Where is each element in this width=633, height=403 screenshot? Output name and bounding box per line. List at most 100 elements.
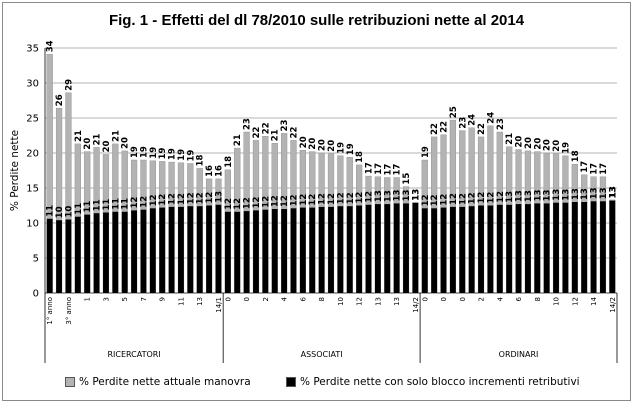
data-label-base: 13	[505, 191, 515, 203]
x-tick-label: 6	[515, 296, 523, 301]
data-label-base: 12	[365, 191, 375, 203]
bar-base	[149, 208, 156, 293]
data-label-base: 13	[561, 189, 571, 201]
y-tick-label: 25	[26, 114, 39, 125]
bar-base	[506, 204, 513, 293]
data-label-total: 22	[289, 126, 299, 138]
bar-base	[403, 203, 409, 293]
data-label-total: 20	[83, 138, 93, 150]
data-label-base: 12	[224, 198, 234, 210]
bar-base	[112, 211, 119, 293]
data-label-total: 21	[111, 130, 121, 142]
data-label-total: 16	[214, 165, 224, 177]
bar-base	[56, 220, 62, 293]
data-label-base: 13	[533, 189, 543, 201]
x-tick-label: 13	[374, 297, 382, 306]
data-label-total: 19	[149, 147, 159, 159]
x-tick-label: 3° anno	[65, 297, 73, 325]
data-label-total: 22	[477, 123, 487, 135]
data-label-total: 19	[561, 142, 571, 154]
data-label-base: 12	[327, 193, 337, 205]
data-label-total: 34	[46, 40, 56, 52]
data-label-base: 13	[571, 188, 581, 200]
data-label-base: 13	[214, 191, 224, 203]
data-label-base: 13	[552, 189, 562, 201]
data-label-total: 20	[327, 140, 337, 152]
bar-base	[525, 204, 531, 293]
group-label: RICERCATORI	[107, 350, 160, 359]
bar-base	[187, 206, 194, 293]
y-tick-label: 30	[26, 79, 39, 90]
data-label-total: 24	[486, 112, 496, 124]
data-label-base: 12	[280, 195, 290, 207]
data-label-base: 13	[580, 188, 590, 200]
bar-base	[543, 203, 550, 293]
bar-base	[224, 211, 231, 293]
data-label-total: 19	[139, 146, 149, 158]
bar-base	[262, 209, 269, 293]
data-label-total: 17	[590, 163, 600, 175]
legend-label-base: % Perdite nette con solo blocco incremen…	[300, 376, 580, 388]
data-label-base: 12	[496, 191, 506, 203]
data-label-total: 29	[64, 79, 74, 91]
data-label-base: 12	[440, 194, 450, 206]
data-label-base: 12	[233, 198, 243, 210]
group-label: ORDINARI	[499, 350, 539, 359]
x-tick-label: 9	[159, 297, 167, 301]
data-label-total: 19	[130, 146, 140, 158]
data-label-base: 12	[477, 192, 487, 204]
legend-label-total: % Perdite nette attuale manovra	[79, 376, 251, 388]
data-label-base: 10	[64, 206, 74, 218]
data-label-total: 20	[121, 137, 131, 149]
legend-item-base: % Perdite nette con solo blocco incremen…	[286, 376, 580, 388]
data-label-base: 12	[289, 194, 299, 206]
y-tick-label: 35	[26, 44, 39, 55]
data-label-total: 21	[93, 133, 103, 145]
bar-base	[178, 206, 184, 293]
data-label-base: 13	[515, 190, 525, 202]
data-label-total: 20	[552, 140, 562, 152]
data-label-total: 17	[374, 163, 384, 175]
bar-base	[459, 206, 466, 293]
data-label-total: 19	[346, 143, 356, 155]
data-label-total: 21	[271, 129, 281, 141]
data-label-base: 13	[599, 187, 609, 199]
data-label-total: 20	[524, 137, 534, 149]
data-label-base: 12	[243, 197, 253, 209]
y-tick-label: 15	[26, 184, 39, 195]
data-label-total: 22	[440, 121, 450, 133]
x-tick-label: 0	[440, 297, 448, 301]
bar-base	[449, 206, 456, 293]
data-label-base: 13	[374, 190, 384, 202]
data-label-total: 23	[496, 118, 506, 130]
bar-base	[571, 202, 578, 293]
data-label-base: 12	[261, 196, 271, 208]
x-tick-label: 2	[262, 297, 270, 301]
data-label-total: 26	[55, 94, 65, 106]
data-label-base: 13	[524, 190, 534, 202]
bar-base	[131, 210, 137, 293]
x-tick-label: 14/1	[215, 297, 223, 313]
bar-base	[299, 207, 306, 293]
bar-base	[487, 205, 494, 293]
data-label-total: 20	[318, 139, 328, 151]
bar-base	[84, 214, 91, 293]
bar-base	[206, 205, 213, 293]
x-tick-label: 4	[281, 296, 289, 301]
x-tick-label: 13	[196, 297, 204, 306]
bar-base	[609, 200, 616, 293]
bar-base	[496, 204, 503, 293]
bar-base	[215, 204, 222, 293]
bar-base	[337, 206, 344, 293]
data-label-base: 13	[590, 187, 600, 199]
x-tick-label: 14/2	[609, 297, 617, 313]
bar-base	[346, 206, 353, 293]
x-tick-label: 11	[177, 297, 185, 306]
data-label-base: 12	[196, 192, 206, 204]
data-label-base: 11	[121, 198, 131, 210]
data-label-total: 23	[280, 119, 290, 131]
data-label-base: 11	[111, 198, 121, 210]
y-axis-title: % Perdite nette	[9, 130, 21, 211]
x-tick-label: 7	[140, 297, 148, 301]
